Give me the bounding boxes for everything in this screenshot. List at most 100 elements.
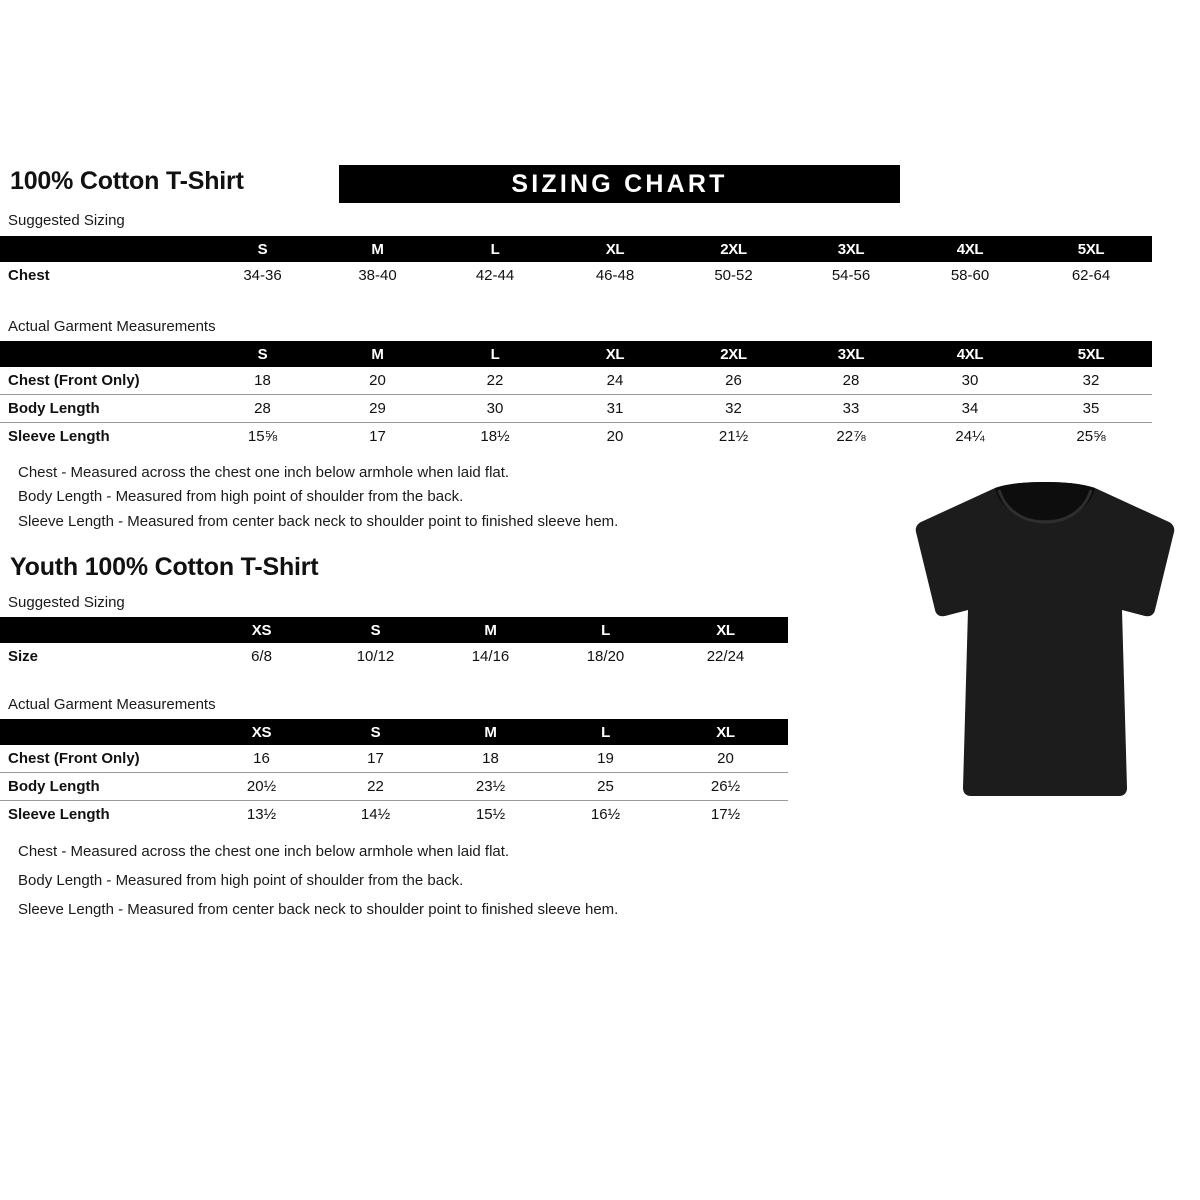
column-header: 5XL xyxy=(1077,345,1105,363)
table-cell: 33 xyxy=(792,394,910,423)
table-cell: 29 xyxy=(320,394,435,423)
table-cell: 18 xyxy=(205,367,320,395)
adult-suggested-sizing-table: S M L XL 2XL 3XL 4XL 5XL Chest 34-36 38-… xyxy=(0,236,1152,289)
youth-note-body-length: Body Length - Measured from high point o… xyxy=(18,872,464,889)
row-label: Body Length xyxy=(0,772,205,801)
adult-note-body-length: Body Length - Measured from high point o… xyxy=(18,488,464,505)
table-header-row: S M L XL 2XL 3XL 4XL 5XL xyxy=(0,236,1152,262)
youth-section-heading: Youth 100% Cotton T-Shirt xyxy=(10,553,319,581)
column-header xyxy=(0,719,205,745)
row-label: Chest xyxy=(0,262,205,289)
column-header: 3XL xyxy=(837,345,865,363)
table-cell: 18 xyxy=(433,745,548,773)
table-cell: 17 xyxy=(318,745,433,773)
table-cell: 26 xyxy=(675,367,792,395)
column-header: L xyxy=(490,345,500,363)
row-label: Size xyxy=(0,643,205,670)
table-cell: 25⅝ xyxy=(1030,422,1152,450)
adult-note-sleeve-length: Sleeve Length - Measured from center bac… xyxy=(18,513,619,530)
table-cell: 58-60 xyxy=(910,262,1030,289)
table-cell: 28 xyxy=(205,394,320,423)
table-row: Body Length 28 29 30 31 32 33 34 35 xyxy=(0,394,1152,423)
table-cell: 46-48 xyxy=(555,262,675,289)
table-cell: 26½ xyxy=(663,772,788,801)
table-cell: 6/8 xyxy=(205,643,318,670)
row-label: Sleeve Length xyxy=(0,800,205,828)
table-cell: 16 xyxy=(205,745,318,773)
column-header: L xyxy=(601,621,610,639)
youth-measurements-label: Actual Garment Measurements xyxy=(8,696,216,713)
row-label: Chest (Front Only) xyxy=(0,745,205,773)
adult-note-chest: Chest - Measured across the chest one in… xyxy=(18,464,510,481)
column-header: L xyxy=(490,240,500,258)
row-label: Sleeve Length xyxy=(0,422,205,450)
table-row: Size 6/8 10/12 14/16 18/20 22/24 xyxy=(0,643,788,670)
table-cell: 17 xyxy=(320,422,435,450)
column-header: M xyxy=(371,345,384,363)
table-cell: 22 xyxy=(318,772,433,801)
row-label: Chest (Front Only) xyxy=(0,367,205,395)
column-header: 2XL xyxy=(720,345,747,363)
table-cell: 15½ xyxy=(433,800,548,828)
column-header xyxy=(0,341,205,367)
table-cell: 38-40 xyxy=(320,262,435,289)
column-header: 2XL xyxy=(720,240,747,258)
table-cell: 23½ xyxy=(433,772,548,801)
table-cell: 31 xyxy=(555,394,675,423)
table-cell: 21½ xyxy=(675,422,792,450)
table-cell: 50-52 xyxy=(675,262,792,289)
table-cell: 25 xyxy=(548,772,663,801)
column-header xyxy=(0,236,205,262)
column-header: L xyxy=(601,723,610,741)
table-cell: 34 xyxy=(910,394,1030,423)
adult-measurements-table: S M L XL 2XL 3XL 4XL 5XL Chest (Front On… xyxy=(0,341,1152,450)
column-header: 5XL xyxy=(1077,240,1105,258)
adult-suggested-sizing-label: Suggested Sizing xyxy=(8,212,125,229)
table-cell: 16½ xyxy=(548,800,663,828)
table-cell: 54-56 xyxy=(792,262,910,289)
column-header: M xyxy=(371,240,384,258)
table-cell: 32 xyxy=(675,394,792,423)
table-header-row: XS S M L XL xyxy=(0,719,788,745)
table-cell: 17½ xyxy=(663,800,788,828)
column-header: XL xyxy=(605,345,625,363)
table-cell: 22 xyxy=(435,367,555,395)
table-cell: 20½ xyxy=(205,772,318,801)
column-header: XL xyxy=(716,621,735,639)
youth-note-chest: Chest - Measured across the chest one in… xyxy=(18,843,510,860)
table-cell: 22/24 xyxy=(663,643,788,670)
table-cell: 32 xyxy=(1030,367,1152,395)
youth-note-sleeve-length: Sleeve Length - Measured from center bac… xyxy=(18,901,619,918)
sizing-chart-banner: SIZING CHART xyxy=(339,165,900,203)
table-cell: 24 xyxy=(555,367,675,395)
youth-suggested-sizing-table: XS S M L XL Size 6/8 10/12 14/16 18/20 2… xyxy=(0,617,788,670)
column-header: 3XL xyxy=(837,240,865,258)
column-header: S xyxy=(370,723,381,741)
table-cell: 42-44 xyxy=(435,262,555,289)
table-cell: 24¼ xyxy=(910,422,1030,450)
column-header: M xyxy=(484,621,497,639)
table-cell: 28 xyxy=(792,367,910,395)
table-cell: 18/20 xyxy=(548,643,663,670)
table-row: Chest (Front Only) 16 17 18 19 20 xyxy=(0,745,788,773)
table-cell: 14/16 xyxy=(433,643,548,670)
column-header: S xyxy=(257,345,268,363)
tshirt-product-image xyxy=(895,470,1195,805)
table-cell: 34-36 xyxy=(205,262,320,289)
table-row: Body Length 20½ 22 23½ 25 26½ xyxy=(0,772,788,801)
table-cell: 19 xyxy=(548,745,663,773)
table-cell: 15⅝ xyxy=(205,422,320,450)
column-header: S xyxy=(370,621,381,639)
column-header: XL xyxy=(605,240,625,258)
table-cell: 22⅞ xyxy=(792,422,910,450)
column-header: M xyxy=(484,723,497,741)
table-header-row: S M L XL 2XL 3XL 4XL 5XL xyxy=(0,341,1152,367)
table-cell: 62-64 xyxy=(1030,262,1152,289)
column-header: S xyxy=(257,240,268,258)
table-row: Sleeve Length 15⅝ 17 18½ 20 21½ 22⅞ 24¼ … xyxy=(0,422,1152,450)
table-row: Sleeve Length 13½ 14½ 15½ 16½ 17½ xyxy=(0,800,788,828)
table-cell: 30 xyxy=(435,394,555,423)
table-row: Chest 34-36 38-40 42-44 46-48 50-52 54-5… xyxy=(0,262,1152,289)
row-label: Body Length xyxy=(0,394,205,423)
